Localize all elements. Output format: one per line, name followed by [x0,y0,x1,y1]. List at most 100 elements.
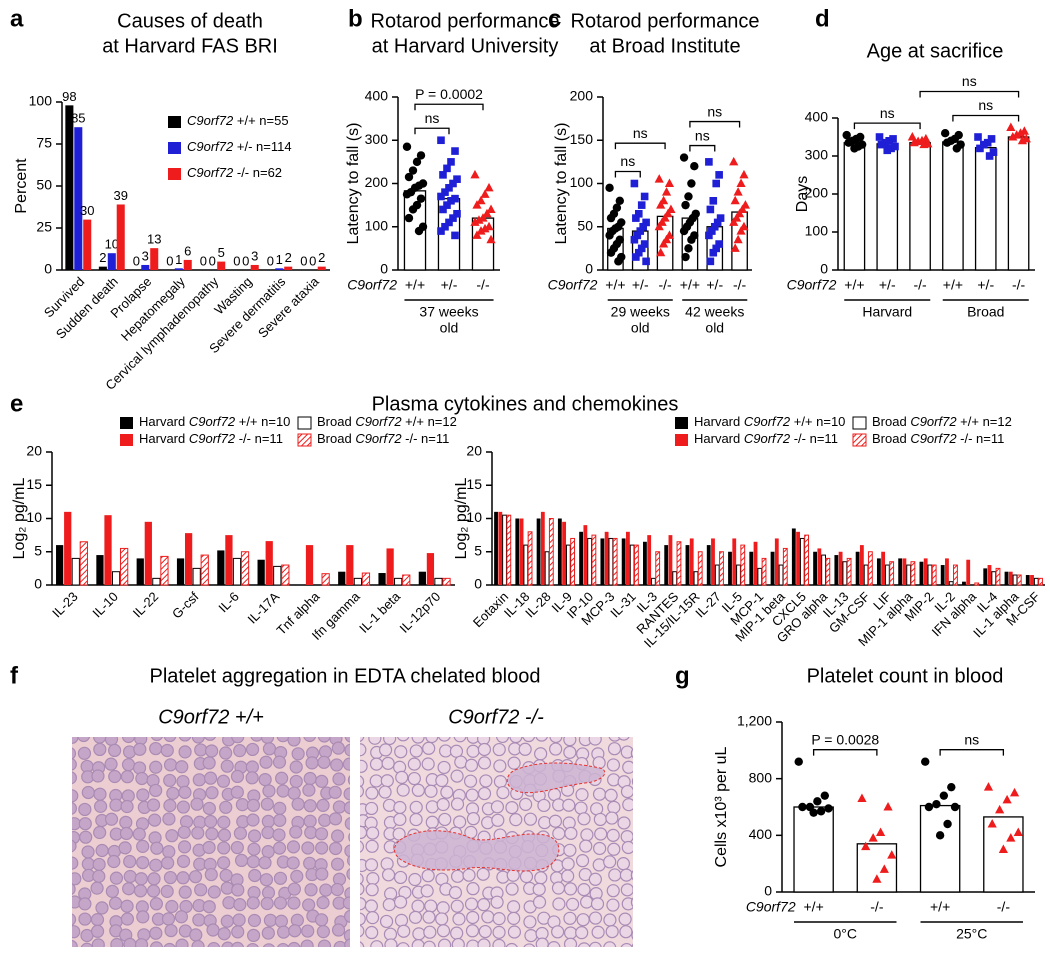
cell [193,815,207,829]
y-tick-label: 300 [365,131,389,147]
cell [369,774,383,788]
point [709,197,718,205]
cell [262,742,277,756]
cell [523,812,538,826]
cell [176,774,190,789]
cell [132,761,147,775]
cell [121,758,136,772]
cell [91,938,105,947]
y-tick-label: 0 [44,261,52,277]
cell [221,941,235,947]
cell [384,938,398,947]
cell [634,829,646,841]
bar [672,571,678,586]
y-tick-label: 300 [805,147,829,163]
bar [1025,575,1030,585]
bar [919,804,961,893]
bar [749,551,754,585]
y-tick-label: 100 [805,223,829,239]
bar [732,538,737,585]
value-label: 0 [267,253,274,268]
bar [434,577,443,586]
cell [165,899,179,914]
legend-swatch [852,416,867,430]
point [932,799,941,809]
cell [119,826,134,841]
text-run: C9orf72 [187,139,234,154]
group-label: old [631,320,650,336]
point [987,135,996,143]
point [443,201,451,209]
cell [316,925,330,939]
point [632,253,640,261]
cell [248,868,262,883]
point [437,192,445,201]
point [404,172,414,182]
bar [1012,574,1018,586]
cell [72,872,82,886]
panel-letter: c [548,5,561,32]
x-tick-label: -/- [870,899,884,915]
cell [80,942,94,947]
cell [304,883,318,897]
cell [289,760,303,774]
cell [561,857,575,871]
legend-swatch [168,142,181,154]
cell [276,737,290,743]
cell [109,798,123,812]
bar [625,531,630,585]
bar [200,554,209,586]
x-tick-label: +/- [879,277,896,293]
cell [246,813,260,827]
cell [490,800,505,814]
chart-title: Causes of death [117,10,263,32]
bar [940,565,945,585]
text-run: +/+ n=10 [235,414,290,429]
cell [563,882,578,896]
bar [945,558,949,585]
cell [552,826,566,841]
cell [618,912,632,926]
cell [123,937,137,947]
cell [408,872,422,887]
bar [386,548,394,585]
bar [1008,571,1013,585]
point [449,214,457,222]
bar [418,571,426,585]
legend-label: Broad C9orf72 -/- n=11 [317,431,449,446]
cell [330,857,345,871]
cell [178,785,192,799]
bar [281,564,290,586]
bar [79,541,88,586]
cell [189,928,203,942]
cell [332,800,346,814]
point [636,227,645,235]
bar [600,538,605,585]
bar [863,564,869,586]
bar [757,567,763,586]
cell [344,737,350,743]
cell [81,857,95,871]
cell [120,770,135,784]
bar [583,525,588,585]
cell [436,797,450,812]
x-tick-label: +/+ [405,277,425,293]
cell [217,815,231,829]
cell [439,744,453,758]
significance-bracket [414,103,484,111]
bar [273,565,282,586]
y-tick-label: 400 [805,109,829,125]
cell [606,898,620,912]
point [794,757,803,766]
cell [450,899,464,913]
point [889,135,897,143]
bar [96,555,104,585]
cell [149,941,164,947]
cell [551,925,565,939]
cell [342,757,350,771]
cell [247,829,262,843]
point [850,144,859,153]
point [887,850,897,859]
cell [346,854,350,867]
cell [72,737,79,744]
